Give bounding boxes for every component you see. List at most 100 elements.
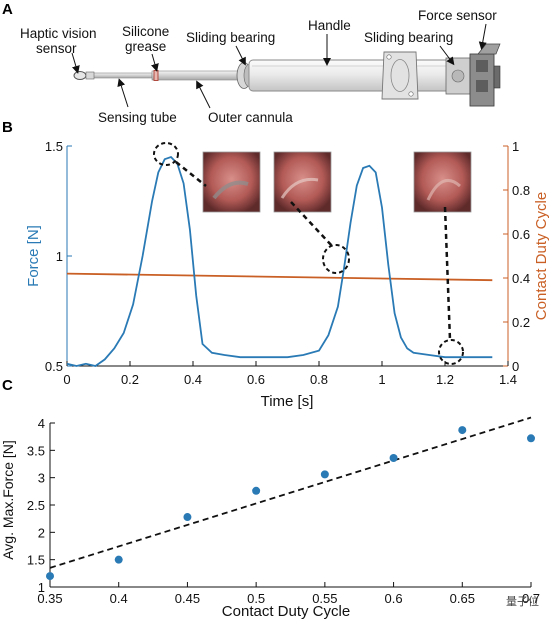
time-axis-tick-label: 1.2 bbox=[436, 372, 454, 387]
inset-2-tissue-fold bbox=[280, 177, 319, 199]
watermark: 量子位 bbox=[506, 594, 539, 608]
avg-force-axis-tick-label: 2.5 bbox=[27, 498, 45, 513]
linear-fit-line bbox=[49, 416, 532, 569]
endoscope-inset-2 bbox=[273, 151, 332, 213]
time-axis-tick-label: 1 bbox=[378, 372, 385, 387]
baseline-connector bbox=[443, 206, 452, 341]
panel-a: A Haptic vision sensor Silicone grease S… bbox=[2, 1, 501, 125]
avg-force-axis-tick-label: 1 bbox=[38, 580, 45, 595]
scatter-point bbox=[389, 453, 398, 462]
time-axis-tick-label: 0.2 bbox=[121, 372, 139, 387]
panel-a-leaders bbox=[71, 23, 487, 109]
sensor-collar bbox=[85, 71, 95, 80]
panel-b-label: B bbox=[2, 119, 13, 136]
clamp-screw-top bbox=[386, 54, 392, 60]
inset-3-tissue-fold bbox=[426, 178, 461, 201]
silicone-grease-mark bbox=[153, 70, 159, 81]
duty-axis-tick-label: 0.2 bbox=[512, 315, 530, 330]
callout-force-sensor: Force sensor bbox=[418, 8, 497, 23]
duty-axis-tick-label: 0.6 bbox=[512, 227, 530, 242]
time-axis-label: Time [s] bbox=[261, 393, 314, 410]
panel-b-callouts bbox=[153, 142, 464, 365]
avg-force-axis-tick-label: 3.5 bbox=[27, 443, 45, 458]
force-sensor-part-1 bbox=[476, 60, 488, 72]
sensing-tube-shaft bbox=[91, 72, 153, 79]
leader-haptic bbox=[71, 52, 80, 74]
duty-axis-ticks: 0 0.2 0.4 0.6 0.8 1 bbox=[503, 139, 530, 374]
callout-handle: Handle bbox=[308, 18, 351, 33]
baseline-marker bbox=[438, 339, 464, 365]
leader-silicone bbox=[151, 53, 159, 72]
duty-cycle-axis-ticks: 0.35 0.4 0.45 0.5 0.55 0.6 0.65 0.7 bbox=[37, 582, 540, 606]
leader-bearing-left bbox=[235, 45, 246, 66]
duty-axis-label: Contact Duty Cycle bbox=[533, 192, 550, 320]
callout-silicone-line2: grease bbox=[125, 39, 166, 54]
avg-force-axis-ticks: 1 1.5 2 2.5 3 3.5 4 bbox=[27, 416, 55, 595]
force-axis-label: Force [N] bbox=[25, 225, 42, 287]
avg-force-axis-tick-label: 3 bbox=[38, 471, 45, 486]
scatter-point bbox=[252, 486, 261, 495]
duty-cycle-axis-label: Contact Duty Cycle bbox=[222, 603, 350, 620]
scatter-point bbox=[527, 434, 535, 443]
peak-1-connector bbox=[175, 161, 207, 187]
force-sensor-connector bbox=[493, 65, 501, 89]
duty-axis-tick-label: 0.8 bbox=[512, 183, 530, 198]
time-axis-tick-label: 0.4 bbox=[184, 372, 202, 387]
duty-cycle-axis-tick-label: 0.55 bbox=[312, 591, 337, 606]
avg-force-axis-tick-label: 4 bbox=[38, 416, 45, 431]
haptic-vision-sensor-tip bbox=[73, 71, 87, 80]
leader-sensing-tube bbox=[117, 78, 129, 108]
duty-cycle-axis-tick-label: 0.7 bbox=[522, 591, 540, 606]
scatter-points bbox=[46, 426, 535, 581]
leader-force-sensor bbox=[478, 23, 487, 50]
rising-edge-marker bbox=[322, 244, 350, 274]
peak-1-marker bbox=[153, 142, 179, 166]
bearing-right-hub bbox=[451, 69, 465, 83]
callout-haptic-vision-line2: sensor bbox=[36, 41, 77, 56]
inset-1-instrument bbox=[212, 180, 249, 200]
scatter-point bbox=[114, 555, 123, 564]
duty-axis-tick-label: 1 bbox=[512, 139, 519, 154]
time-axis-ticks: 0 0.2 0.4 0.6 0.8 1 1.2 1.4 bbox=[63, 361, 517, 387]
scatter-point bbox=[183, 513, 192, 522]
callout-sensing-tube: Sensing tube bbox=[98, 110, 177, 125]
force-axis-ticks: 0.5 1 1.5 bbox=[45, 139, 72, 374]
scatter-point bbox=[458, 426, 467, 435]
duty-cycle-axis-tick-label: 0.5 bbox=[247, 591, 265, 606]
duty-cycle-axis-tick-label: 0.6 bbox=[385, 591, 403, 606]
panel-a-label: A bbox=[2, 1, 13, 18]
time-axis-tick-label: 1.4 bbox=[499, 372, 517, 387]
time-axis-tick-label: 0.6 bbox=[247, 372, 265, 387]
callout-silicone-line1: Silicone bbox=[122, 24, 169, 39]
force-axis-tick-label: 0.5 bbox=[45, 359, 63, 374]
callout-sliding-bearing-left: Sliding bearing bbox=[186, 30, 275, 45]
force-series-line bbox=[66, 155, 493, 367]
force-sensor-part-2 bbox=[476, 80, 488, 92]
handle-body bbox=[248, 59, 470, 92]
leader-outer-cannula bbox=[196, 80, 211, 109]
device-illustration bbox=[73, 43, 501, 107]
avg-force-axis-tick-label: 1.5 bbox=[27, 553, 45, 568]
force-axis-tick-label: 1 bbox=[56, 249, 63, 264]
duty-axis-tick-label: 0.4 bbox=[512, 271, 530, 286]
panel-b: B 0.5 1 1.5 0 0.2 0.4 0.6 0.8 1 0 0.2 0.4 0.6 0.8 1 1… bbox=[2, 119, 550, 410]
rising-edge-connector bbox=[290, 201, 334, 248]
time-axis-tick-label: 0 bbox=[63, 372, 70, 387]
duty-axis-tick-label: 0 bbox=[512, 359, 519, 374]
bearing-clamp bbox=[381, 51, 419, 100]
duty-cycle-axis-tick-label: 0.45 bbox=[175, 591, 200, 606]
force-axis-tick-label: 1.5 bbox=[45, 139, 63, 154]
avg-force-axis-tick-label: 2 bbox=[38, 525, 45, 540]
panel-c: C 1 1.5 2 2.5 3 3.5 4 0.35 0.4 0.45 0.5 0.55 0.6 0.6… bbox=[0, 377, 540, 620]
avg-force-axis-label: Avg. Max.Force [N] bbox=[0, 440, 16, 560]
callout-sliding-bearing-right: Sliding bearing bbox=[364, 30, 453, 45]
endoscope-inset-1 bbox=[202, 151, 261, 213]
outer-cannula-shaft bbox=[151, 70, 243, 81]
duty-cycle-axis-tick-label: 0.35 bbox=[37, 591, 62, 606]
scatter-point bbox=[46, 572, 54, 581]
time-axis-tick-label: 0.8 bbox=[310, 372, 328, 387]
force-sensor-top bbox=[477, 43, 501, 55]
callout-outer-cannula: Outer cannula bbox=[208, 110, 293, 125]
callout-haptic-vision-line1: Haptic vision bbox=[20, 26, 97, 41]
